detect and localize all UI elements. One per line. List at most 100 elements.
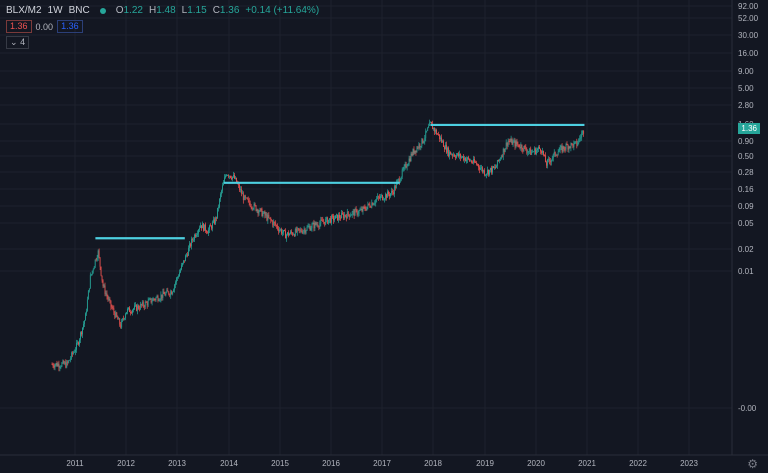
- time-tick-label: 2020: [527, 459, 545, 468]
- candle-body: [316, 224, 318, 226]
- candle-body: [306, 226, 308, 231]
- candle-body: [385, 194, 386, 199]
- candle-body: [499, 158, 501, 160]
- candle-body: [59, 367, 61, 368]
- price-tick-label: 0.01: [738, 267, 754, 276]
- candle-body: [300, 229, 302, 232]
- candle-body: [481, 167, 482, 169]
- candle-body: [413, 149, 415, 154]
- candlestick-series: [51, 119, 585, 372]
- candle-body: [277, 225, 279, 229]
- horizontal-level-lines[interactable]: [95, 123, 585, 240]
- candle-body: [170, 291, 172, 296]
- candle-body: [366, 206, 368, 211]
- candle-body: [401, 169, 403, 177]
- candle-body: [120, 324, 122, 328]
- market-status-icon: [99, 7, 106, 14]
- candle-body: [256, 209, 258, 211]
- candle-body: [501, 156, 503, 158]
- price-tick-label: 0.09: [738, 202, 754, 211]
- candle-body: [509, 141, 511, 142]
- candle-body: [213, 219, 214, 223]
- candle-body: [386, 194, 387, 198]
- candle-body: [528, 151, 530, 152]
- candle-body: [372, 202, 374, 206]
- candle-body: [76, 342, 77, 350]
- candle-body: [140, 304, 142, 306]
- candle-body: [391, 190, 392, 194]
- candle-body: [369, 204, 371, 207]
- price-tick-label: 0.50: [738, 152, 754, 161]
- candle-body: [527, 151, 529, 153]
- candle-body: [450, 151, 451, 155]
- candle-body: [330, 218, 332, 223]
- candle-body: [420, 146, 422, 148]
- candle-body: [570, 143, 572, 148]
- candle-body: [309, 226, 311, 231]
- candle-body: [325, 219, 327, 225]
- candle-body: [440, 137, 441, 139]
- candle-body: [547, 159, 549, 160]
- candle-body: [148, 299, 150, 301]
- candle-body: [55, 363, 57, 365]
- candle-body: [558, 150, 560, 153]
- high-label: H: [148, 5, 157, 16]
- candle-body: [166, 290, 168, 293]
- candle-body: [212, 222, 213, 229]
- candle-body: [130, 312, 131, 313]
- time-axis[interactable]: 2011 2012 2013 2014 2015 2016 2017 2018 2019 2020…: [0, 454, 768, 468]
- candle-body: [296, 228, 298, 233]
- candle-body: [78, 342, 79, 345]
- candle-body: [145, 302, 147, 303]
- candle-body: [96, 257, 98, 261]
- time-tick-label: 2011: [66, 459, 84, 468]
- candle-body: [388, 191, 389, 195]
- symbol-name[interactable]: BLX/M2: [6, 5, 42, 16]
- candle-body: [472, 162, 473, 164]
- candle-body: [573, 142, 575, 148]
- candle-body: [542, 150, 543, 153]
- candle-body: [129, 307, 130, 313]
- candle-body: [384, 198, 385, 200]
- time-tick-label: 2023: [680, 459, 698, 468]
- candle-body: [273, 221, 275, 226]
- indicators-toggle[interactable]: ⌄ 4: [6, 36, 30, 49]
- buy-price-button[interactable]: 1.36: [57, 20, 83, 33]
- candle-body: [127, 308, 128, 313]
- candle-body: [164, 293, 166, 296]
- candle-body: [152, 298, 154, 302]
- candle-body: [136, 305, 138, 311]
- high-value: 1.48: [156, 5, 176, 16]
- candle-body: [415, 150, 417, 153]
- candle-body: [86, 299, 88, 311]
- candle-body: [502, 148, 504, 157]
- candle-body: [151, 301, 153, 303]
- candle-body: [331, 215, 332, 223]
- candle-body: [258, 211, 260, 214]
- candle-body: [137, 305, 139, 309]
- candle-body: [399, 180, 401, 183]
- candle-body: [111, 306, 113, 308]
- candle-body: [251, 207, 253, 209]
- candle-body: [308, 226, 310, 228]
- candle-body: [469, 158, 470, 161]
- candle-body: [319, 223, 321, 228]
- candle-body: [389, 194, 390, 197]
- candle-body: [552, 154, 554, 159]
- candle-body: [125, 314, 127, 319]
- candle-body: [428, 125, 430, 128]
- candle-body: [280, 229, 281, 231]
- candle-body: [443, 140, 444, 147]
- candle-body: [165, 292, 167, 296]
- candle-body: [167, 290, 169, 292]
- sell-price-button[interactable]: 1.36: [6, 20, 32, 33]
- gear-icon[interactable]: ⚙: [747, 457, 758, 471]
- candle-body: [71, 352, 73, 359]
- candle-body: [451, 154, 452, 156]
- candle-body: [199, 227, 200, 230]
- interval-label[interactable]: 1W: [47, 5, 63, 16]
- candle-body: [362, 206, 364, 212]
- candle-body: [556, 155, 558, 156]
- candle-body: [176, 278, 178, 283]
